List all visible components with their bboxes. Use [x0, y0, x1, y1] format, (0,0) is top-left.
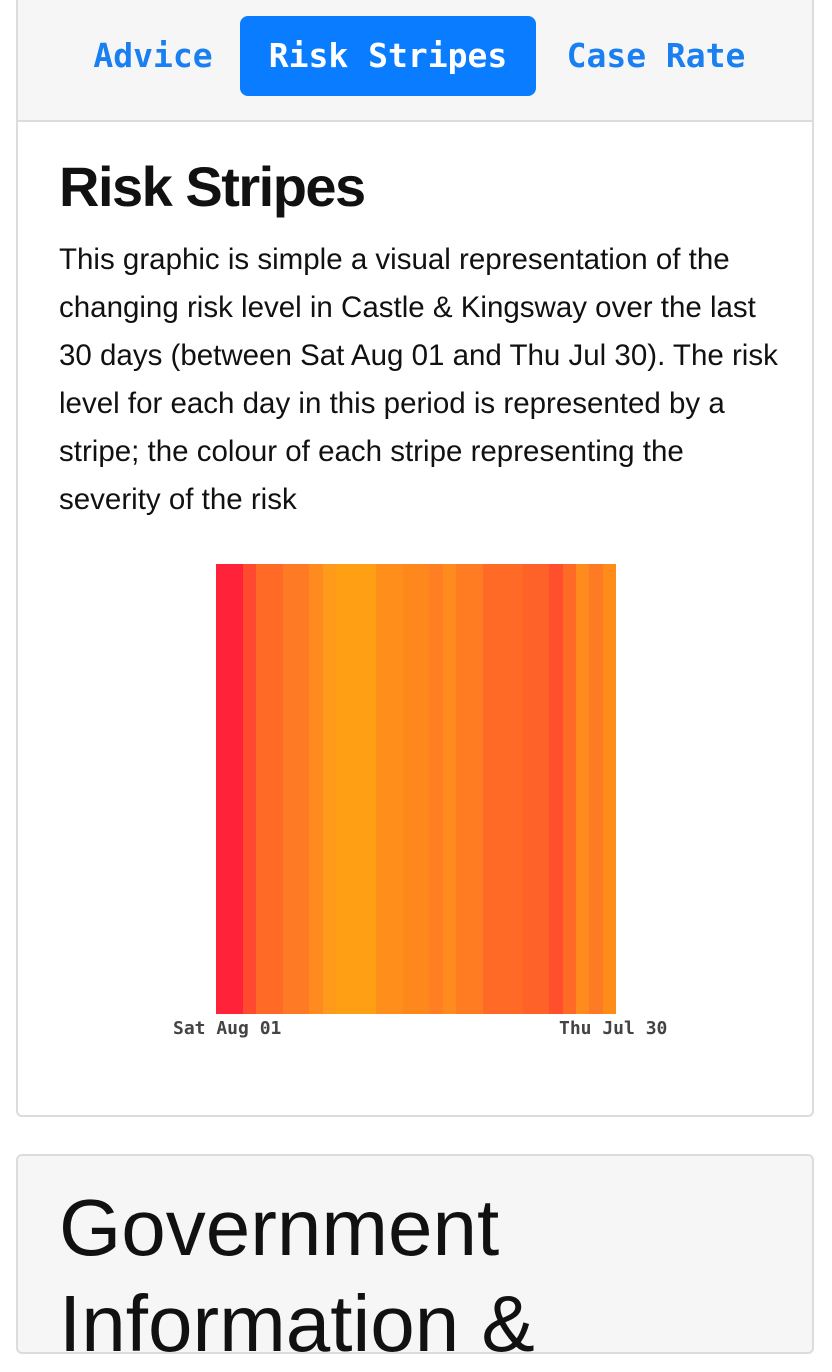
risk-stripe-1: [216, 564, 230, 1014]
risk-stripe-3: [242, 564, 256, 1014]
risk-stripe-16: [415, 564, 430, 1014]
risk-stripe-25: [535, 564, 550, 1014]
government-info-card: Government Information &: [16, 1154, 814, 1368]
risk-stripe-28: [575, 564, 590, 1014]
section-description: This graphic is simple a visual represen…: [59, 243, 778, 516]
risk-stripe-8: [309, 564, 323, 1014]
risk-stripe-5: [269, 564, 283, 1014]
risk-stripes-card: Advice Risk Stripes Case Rate Risk Strip…: [16, 0, 814, 1117]
risk-stripe-21: [482, 564, 496, 1014]
risk-stripe-27: [562, 564, 576, 1014]
risk-stripe-29: [589, 564, 603, 1014]
tab-case-rate[interactable]: Case Rate: [566, 36, 746, 75]
risk-stripe-13: [375, 564, 390, 1014]
risk-stripe-17: [429, 564, 443, 1014]
risk-stripe-4: [255, 564, 270, 1014]
risk-stripe-2: [229, 564, 243, 1014]
risk-stripe-6: [282, 564, 296, 1014]
tab-advice[interactable]: Advice: [93, 36, 213, 75]
risk-stripe-9: [322, 564, 336, 1014]
risk-stripe-24: [522, 564, 536, 1014]
risk-stripe-30: [602, 564, 616, 1014]
government-info-title: Government Information &: [59, 1183, 535, 1368]
risk-stripe-23: [509, 564, 523, 1014]
risk-stripe-11: [349, 564, 363, 1014]
risk-stripe-18: [442, 564, 456, 1014]
risk-stripe-15: [402, 564, 416, 1014]
tab-bar: Advice Risk Stripes Case Rate: [18, 0, 812, 122]
x-axis-end-label: Thu Jul 30: [559, 1018, 668, 1039]
risk-stripe-7: [295, 564, 310, 1014]
risk-stripes-chart: [216, 564, 616, 1014]
risk-stripe-10: [335, 564, 350, 1014]
x-axis-start-label: Sat Aug 01: [173, 1018, 282, 1039]
section-title: Risk Stripes: [59, 155, 366, 218]
risk-stripe-20: [469, 564, 483, 1014]
tab-risk-stripes[interactable]: Risk Stripes: [240, 16, 536, 96]
risk-stripe-12: [362, 564, 376, 1014]
risk-stripe-22: [495, 564, 510, 1014]
risk-stripe-14: [389, 564, 403, 1014]
risk-stripe-19: [455, 564, 470, 1014]
risk-stripe-26: [549, 564, 563, 1014]
